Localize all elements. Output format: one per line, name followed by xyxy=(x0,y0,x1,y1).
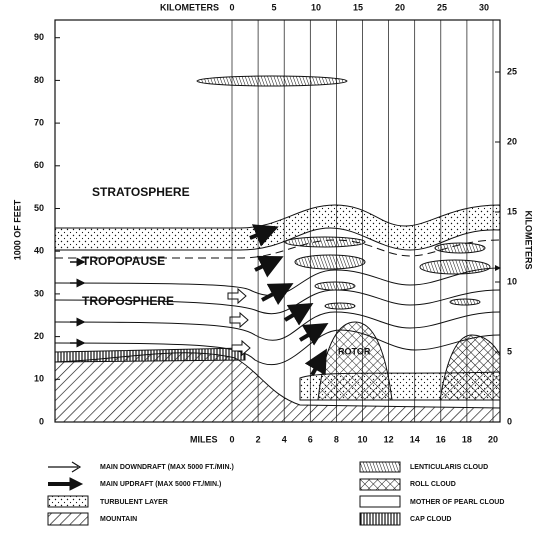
legend-icon-updraft-head xyxy=(69,477,84,491)
plot xyxy=(54,19,501,423)
legend-icon-downdraft xyxy=(48,461,82,473)
rotor-label: ROTOR xyxy=(338,346,371,356)
updraft-arrow xyxy=(304,348,327,376)
updraft-arrow xyxy=(298,322,329,346)
top-tick-label: 20 xyxy=(395,2,405,12)
top-tick-label: 15 xyxy=(353,2,363,12)
lenticular-cloud xyxy=(419,259,491,275)
right-tick-label: 25 xyxy=(507,66,517,76)
tropopause-label: TROPOPAUSE xyxy=(82,254,165,268)
legend-icon-turbulent xyxy=(47,495,89,508)
left-tick-label: 30 xyxy=(34,288,44,298)
top-tick-label: 0 xyxy=(229,2,234,12)
bottom-tick-label: 12 xyxy=(384,434,394,444)
legend-icons xyxy=(47,461,401,526)
streamline xyxy=(54,289,501,315)
lenticular-cloud xyxy=(294,254,366,270)
lenticular-cloud xyxy=(284,236,366,248)
left-tick-label: 50 xyxy=(34,203,44,213)
updraft-arrow xyxy=(261,283,294,306)
right-axis-title: KILOMETERS xyxy=(524,210,534,269)
legend-label: ROLL CLOUD xyxy=(410,481,456,488)
bottom-tick-label: 18 xyxy=(462,434,472,444)
legend-label: LENTICULARIS CLOUD xyxy=(410,464,488,471)
right-tick-label: 20 xyxy=(507,136,517,146)
bottom-tick-label: 20 xyxy=(488,434,498,444)
legend-label: CAP CLOUD xyxy=(410,516,451,523)
bottom-tick-label: 8 xyxy=(334,434,339,444)
left-tick-label: 0 xyxy=(39,416,44,426)
arrows xyxy=(70,224,329,376)
legend-icon-mountain xyxy=(47,512,89,526)
mother-of-pearl-cloud xyxy=(196,75,348,87)
bottom-tick-label: 14 xyxy=(410,434,420,444)
lenticular-cloud xyxy=(324,302,356,310)
bottom-tick-label: 4 xyxy=(282,434,287,444)
left-tick-label: 70 xyxy=(34,117,44,127)
turbulent-rotor-zone xyxy=(299,371,501,401)
turbulent-layer xyxy=(54,204,501,251)
legend-label: MOTHER OF PEARL CLOUD xyxy=(410,499,504,506)
left-tick-label: 10 xyxy=(34,374,44,384)
bottom-axis-title: MILES xyxy=(190,434,218,444)
legend-label: MOUNTAIN xyxy=(100,516,137,523)
top-axis-title: KILOMETERS xyxy=(160,2,219,12)
right-tick-label: 5 xyxy=(507,346,512,356)
downdraft-arrow xyxy=(229,311,249,329)
left-tick-label: 40 xyxy=(34,246,44,256)
bottom-tick-label: 2 xyxy=(256,434,261,444)
bottom-tick-label: 16 xyxy=(436,434,446,444)
updraft-arrow xyxy=(283,302,314,326)
stratosphere-label: STRATOSPHERE xyxy=(92,185,190,199)
legend-icon-lenticular xyxy=(359,461,401,473)
left-tick-label: 80 xyxy=(34,75,44,85)
lenticular-cloud xyxy=(434,242,486,254)
bottom-tick-label: 0 xyxy=(229,434,234,444)
streamline xyxy=(54,311,501,341)
downdraft-arrow xyxy=(231,339,251,357)
right-tick-label: 15 xyxy=(507,206,517,216)
legend-label: MAIN DOWNDRAFT (MAX 5000 FT./MIN.) xyxy=(100,464,234,471)
top-tick-label: 10 xyxy=(311,2,321,12)
legend-icon-mother-of-pearl xyxy=(359,495,401,508)
lenticular-cloud xyxy=(449,298,481,306)
troposphere-label: TROPOSPHERE xyxy=(82,294,174,308)
lenticular-cloud xyxy=(314,281,356,291)
top-tick-label: 25 xyxy=(437,2,447,12)
updraft-arrow xyxy=(254,255,284,278)
bottom-tick-label: 10 xyxy=(357,434,367,444)
top-tick-label: 5 xyxy=(271,2,276,12)
legend-label: MAIN UPDRAFT (MAX 5000 FT./MIN.) xyxy=(100,481,221,488)
top-tick-label: 30 xyxy=(479,2,489,12)
mountain xyxy=(54,352,501,423)
left-axis-title: 1000 OF FEET xyxy=(12,199,22,260)
left-tick-label: 90 xyxy=(34,32,44,42)
legend-label: TURBULENT LAYER xyxy=(100,499,168,506)
bottom-tick-label: 6 xyxy=(308,434,313,444)
legend-icon-roll xyxy=(359,478,401,491)
right-tick-label: 0 xyxy=(507,416,512,426)
downdraft-arrow xyxy=(227,287,247,305)
left-tick-label: 20 xyxy=(34,331,44,341)
legend-icon-cap xyxy=(359,512,401,526)
streamline xyxy=(54,265,501,297)
updraft-arrow xyxy=(249,224,279,247)
right-tick-label: 10 xyxy=(507,276,517,286)
left-tick-label: 60 xyxy=(34,160,44,170)
